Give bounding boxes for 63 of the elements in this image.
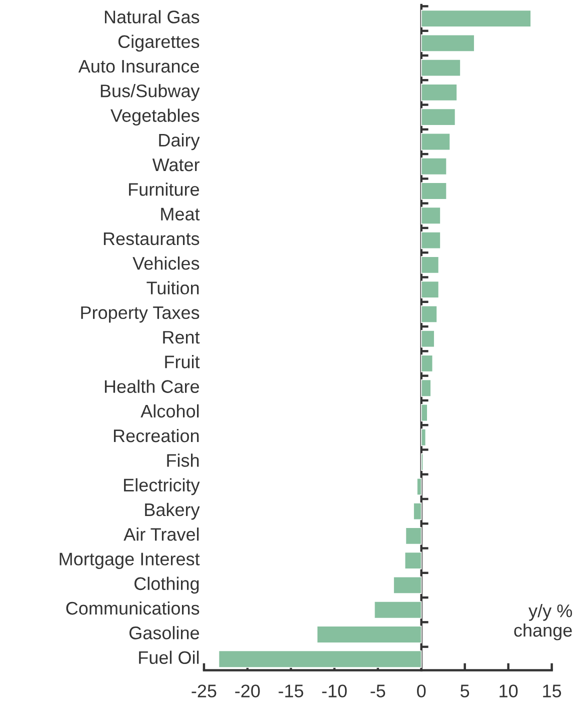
y-tick-label: Dairy: [159, 133, 200, 150]
y-tick-label: Cigarettes: [118, 34, 200, 52]
bar: [420, 305, 438, 323]
bar: [420, 182, 447, 200]
bar: [420, 354, 434, 372]
bar: [413, 502, 422, 520]
bar: [420, 10, 532, 28]
x-tick-label: 0: [417, 684, 426, 698]
y-tick-label: Property Taxes: [81, 306, 200, 323]
bar: [420, 132, 450, 151]
x-tick-label: -10: [322, 684, 347, 698]
bar: [316, 626, 422, 644]
y-tick-label: Auto Insurance: [78, 60, 200, 73]
bar: [374, 601, 422, 619]
x-tick-label: 10: [500, 684, 518, 698]
y-tick-label: Rent: [163, 331, 200, 344]
bar: [416, 478, 422, 496]
y-tick-label: Bus/Subway: [100, 84, 200, 101]
x-tick-label: -15: [278, 684, 304, 698]
x-tick-label: 15: [543, 684, 562, 698]
y-tick-label: Meat: [161, 208, 200, 220]
y-tick-label: Mortgage Interest: [60, 552, 200, 569]
y-tick-label: Fuel Oil: [139, 650, 199, 664]
bar: [420, 256, 440, 274]
bar: [404, 552, 422, 570]
y-tick-label: Fish: [167, 454, 199, 467]
x-tick-label: -25: [192, 684, 216, 698]
annotation: y/y % change: [514, 604, 572, 640]
bar: [420, 428, 426, 446]
bar: [420, 330, 435, 348]
bar: [420, 158, 447, 176]
bar: [218, 650, 422, 668]
bar: [405, 527, 422, 545]
bar: [393, 576, 422, 594]
x-tick-label: -5: [370, 684, 386, 698]
bar: [420, 59, 461, 77]
x-tick-label: -20: [235, 684, 260, 698]
bar: [420, 404, 428, 422]
y-tick-label: Fruit: [165, 355, 200, 368]
y-tick-label: Communications: [66, 601, 200, 615]
bar: [420, 34, 475, 52]
y-tick-label: Alcohol: [140, 404, 199, 418]
bar: [420, 206, 441, 224]
y-tick-label: Vegetables: [110, 108, 200, 126]
y-tick-label: Air Travel: [124, 528, 199, 541]
bar: [420, 84, 458, 102]
y-tick-label: Bakery: [145, 502, 200, 520]
y-tick-label: Recreation: [114, 428, 199, 442]
bar: [420, 280, 440, 298]
y-tick-label: Electricity: [124, 478, 200, 496]
y-tick-label: Natural Gas: [104, 10, 200, 24]
y-tick-label: Tuition: [146, 281, 199, 294]
y-tick-label: Vehicles: [132, 256, 200, 270]
y-tick-label: Restaurants: [104, 232, 200, 246]
y-tick-label: Water: [152, 158, 200, 172]
x-tick-label: 5: [460, 684, 470, 698]
y-tick-label: Health Care: [104, 380, 200, 393]
y-tick-label: Gasoline: [129, 626, 200, 640]
y-tick-label: Furniture: [129, 182, 200, 196]
bar: [420, 231, 441, 250]
bar: [420, 379, 432, 397]
bar: [420, 108, 456, 126]
y-tick-label: Clothing: [134, 576, 199, 594]
